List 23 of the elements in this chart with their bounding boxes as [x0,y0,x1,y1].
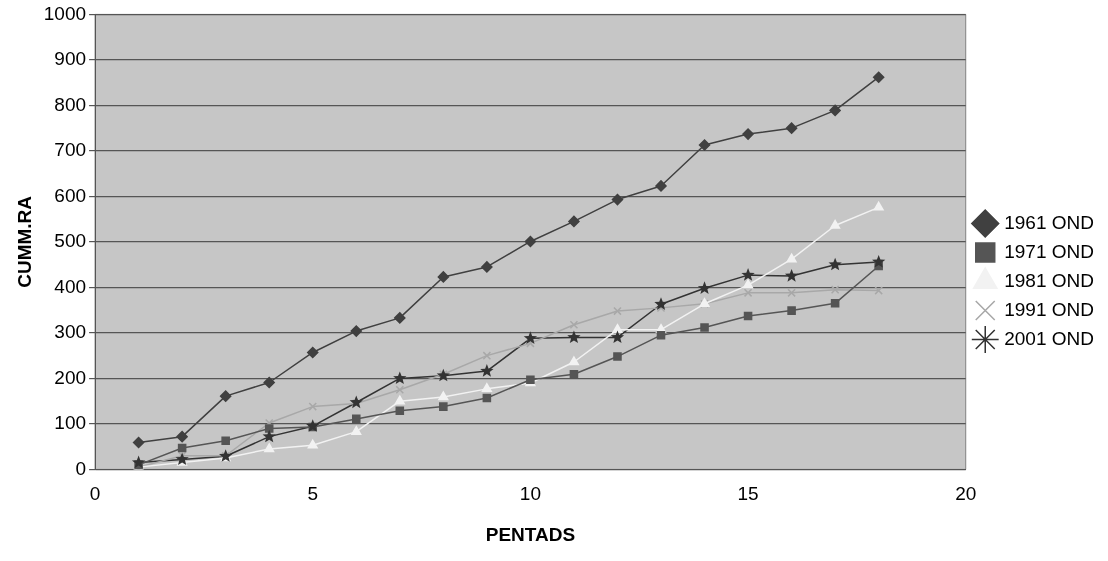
y-tick-label: 700 [54,139,87,161]
y-tick-label: 800 [54,93,87,115]
legend-label: 2001 OND [1004,327,1095,349]
x-tick-label: 20 [955,483,977,505]
y-tick-label: 600 [54,184,87,206]
x-tick-label: 5 [307,483,319,505]
y-tick-label: 1000 [43,2,87,24]
legend-label: 1981 OND [1004,269,1095,291]
x-tick-label: 10 [519,483,541,505]
y-tick-label: 900 [54,48,87,70]
legend-label: 1971 OND [1004,240,1095,262]
x-axis-title: PENTADS [485,523,576,545]
legend-label: 1991 OND [1004,298,1095,320]
y-tick-label: 300 [54,321,87,343]
x-tick-label: 0 [89,483,101,505]
y-tick-label: 0 [75,457,87,479]
y-tick-label: 400 [54,275,87,297]
y-tick-label: 200 [54,366,87,388]
y-tick-label: 500 [54,230,87,252]
x-tick-label: 15 [737,483,759,505]
y-tick-label: 100 [54,412,87,434]
legend-label: 1961 OND [1004,211,1095,233]
y-axis-title: CUMM.RA [13,195,35,288]
